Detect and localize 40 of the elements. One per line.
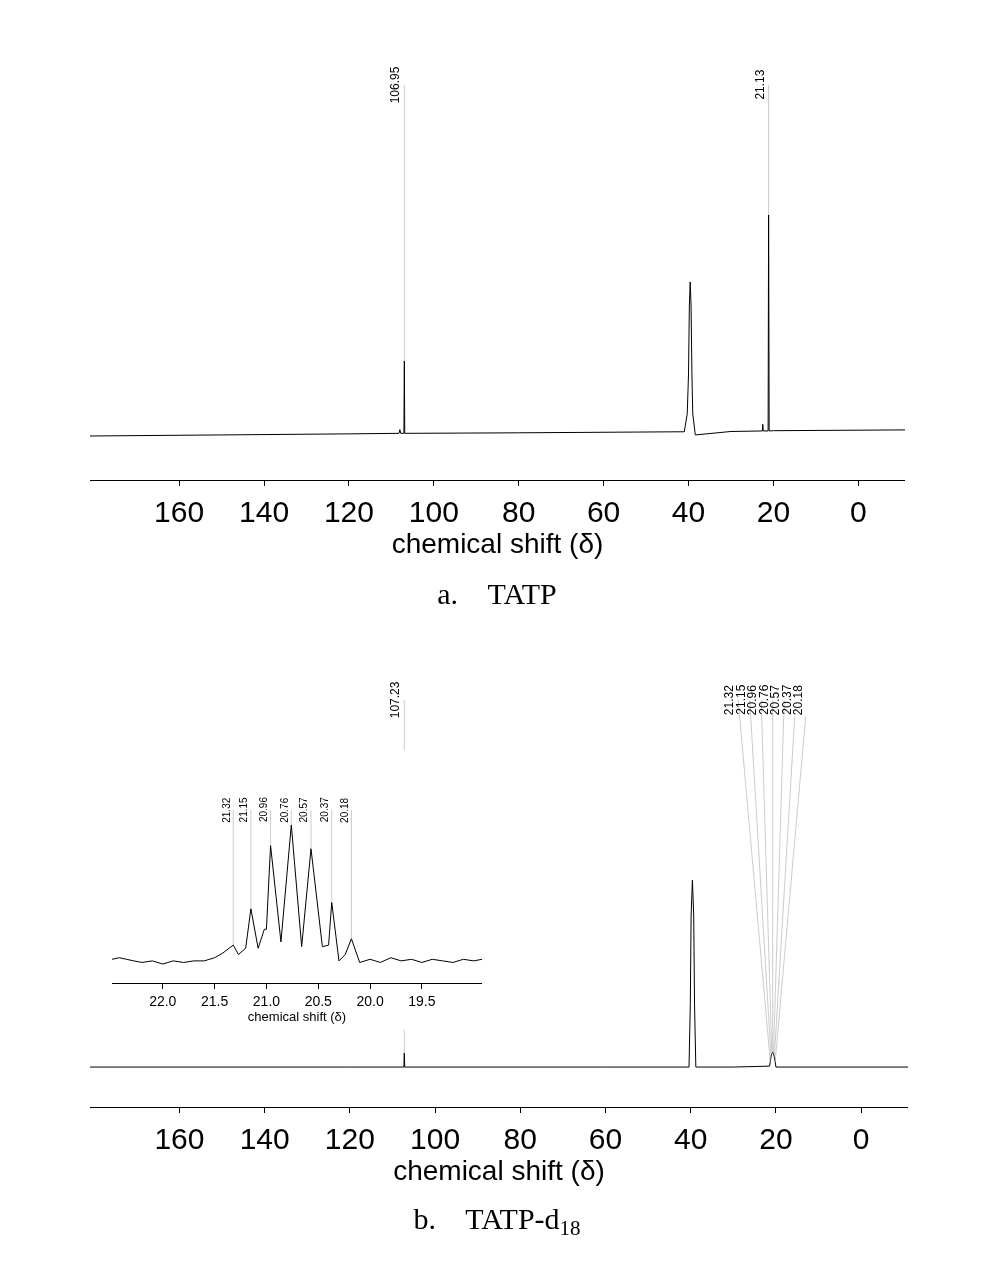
- x-tick-label: 20.0: [356, 992, 384, 1009]
- x-tick-label: 120: [324, 1122, 375, 1155]
- x-tick-label: 0: [852, 1122, 870, 1155]
- x-tick-label: 21.0: [252, 992, 281, 1009]
- x-tick-label: 20: [759, 1122, 793, 1155]
- x-tick-label: 100: [408, 495, 459, 528]
- text: b. TATP-d$_{18}$: [413, 1201, 581, 1240]
- x-tick-label: 120: [323, 495, 374, 528]
- x-tick-label: 19.5: [408, 992, 436, 1009]
- annotation: 21.32: [220, 797, 232, 823]
- annotation: 106.95: [388, 66, 403, 104]
- x-axis-title: chemical shift (δ): [247, 1008, 347, 1024]
- text: a. TATP: [437, 576, 557, 610]
- x-tick-label: 100: [410, 1122, 461, 1155]
- x-tick-label: 21.5: [200, 992, 229, 1009]
- x-tick-label: 20: [756, 495, 791, 528]
- x-tick-label: 40: [671, 495, 706, 528]
- x-axis-title: chemical shift (δ): [393, 1155, 605, 1186]
- x-tick-label: 40: [674, 1122, 708, 1155]
- annotation: 20.37: [319, 796, 331, 823]
- x-tick-label: 140: [239, 1122, 290, 1155]
- annotation: 20.76: [278, 797, 290, 823]
- x-tick-label: 80: [502, 495, 536, 528]
- annotation: 20.18: [338, 797, 350, 823]
- annotation: 20.57: [298, 797, 310, 823]
- x-tick-label: 160: [154, 495, 205, 528]
- x-axis-title: chemical shift (δ): [391, 528, 604, 559]
- x-tick-label: 22.0: [149, 992, 177, 1009]
- x-tick-label: 80: [503, 1122, 537, 1155]
- x-tick-label: 60: [586, 495, 621, 528]
- x-tick-label: 60: [588, 1122, 623, 1155]
- annotation: 20.96: [258, 796, 270, 823]
- x-tick-label: 140: [239, 495, 290, 528]
- annotation: 107.23: [388, 681, 403, 719]
- x-tick-label: 20.5: [304, 992, 333, 1009]
- annotation: 21.13: [752, 69, 767, 100]
- annotation: 20.18: [791, 684, 806, 716]
- x-tick-label: 160: [154, 1122, 205, 1155]
- x-tick-label: 0: [849, 495, 867, 528]
- annotation: 21.15: [238, 796, 250, 823]
